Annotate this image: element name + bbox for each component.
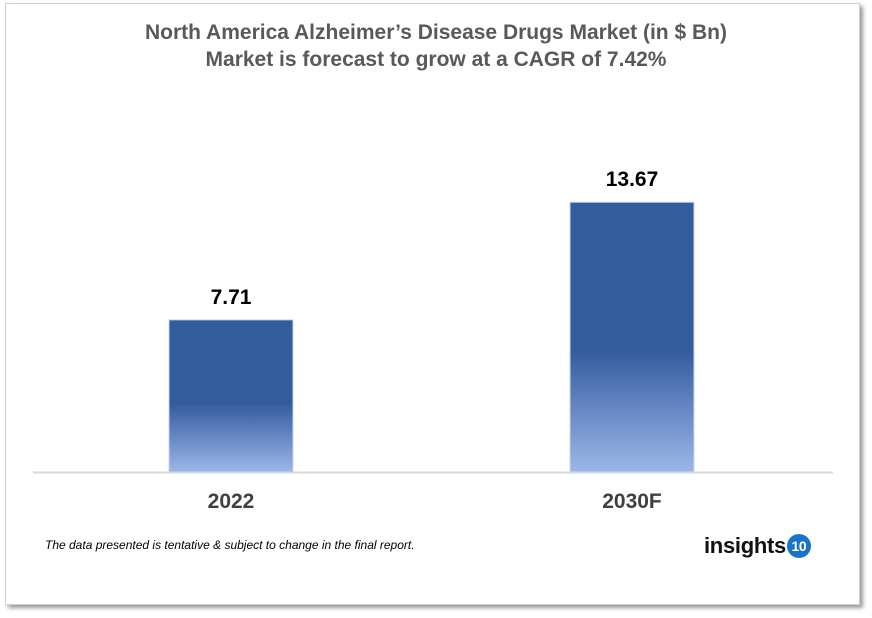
chart-frame xyxy=(5,3,860,605)
x-tick-label: 2030F xyxy=(602,490,662,513)
bar-2030F xyxy=(569,201,695,473)
bar-2022 xyxy=(168,319,294,473)
data-label: 7.71 xyxy=(211,286,252,309)
chart-subtitle: Market is forecast to grow at a CAGR of … xyxy=(205,48,667,71)
data-label: 13.67 xyxy=(606,168,659,191)
x-tick-label: 2022 xyxy=(208,490,255,513)
insights10-logo: insights 10 xyxy=(704,533,811,559)
footnote: The data presented is tentative & subjec… xyxy=(45,538,415,552)
chart-title: North America Alzheimer’s Disease Drugs … xyxy=(145,21,727,44)
